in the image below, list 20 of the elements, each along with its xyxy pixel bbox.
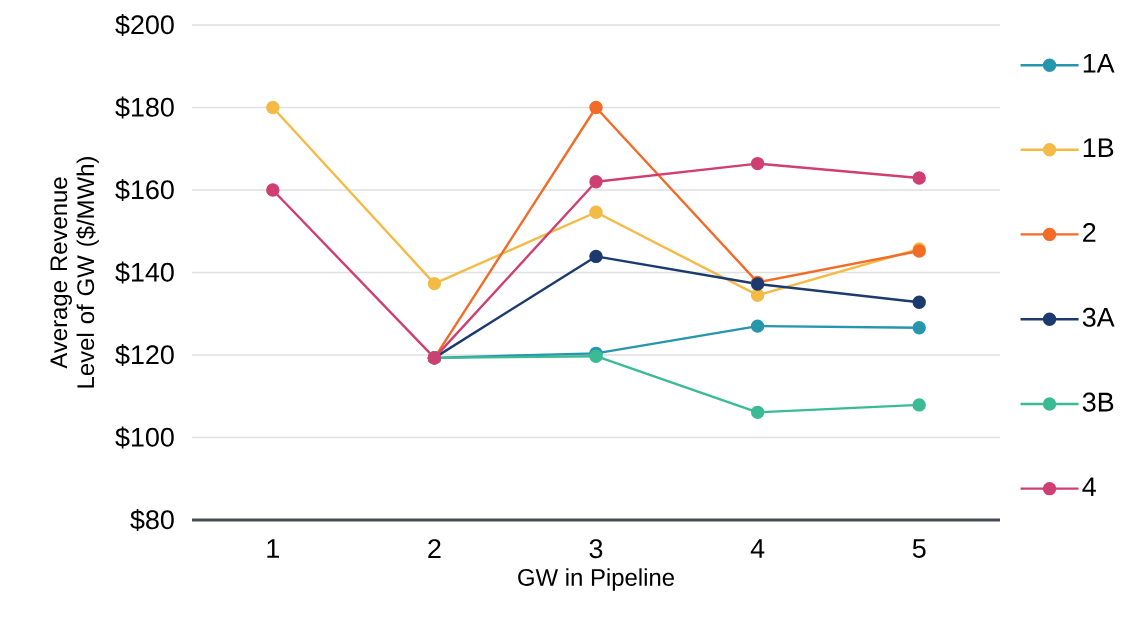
x-tick-label: 4 <box>750 539 765 558</box>
legend-label: 3B <box>1082 392 1114 412</box>
y-tick-label: $140 <box>115 261 174 284</box>
y-tick-label: $160 <box>115 179 174 201</box>
y-tick-label: $120 <box>115 344 174 366</box>
x-tick-label: 2 <box>428 539 441 558</box>
legend-label: 1B <box>1083 138 1114 157</box>
x-tick-label: 5 <box>912 539 926 558</box>
y-tick-label: $200 <box>115 14 174 36</box>
legend-label: 4 <box>1082 477 1096 496</box>
x-axis-title: GW in Pipeline <box>518 568 674 591</box>
y-axis-title: Average Revenue Level of GW ($/MWh) <box>50 157 99 388</box>
legend-label: 1A <box>1083 53 1115 73</box>
y-tick-label: $80 <box>130 509 174 531</box>
x-tick-label: 3 <box>589 539 603 559</box>
legend-label: 3A <box>1082 307 1115 327</box>
y-tick-label: $100 <box>115 426 174 449</box>
x-tick-label: 1 <box>267 539 279 558</box>
legend-label: 2 <box>1083 222 1096 242</box>
y-tick-label: $180 <box>115 96 174 119</box>
